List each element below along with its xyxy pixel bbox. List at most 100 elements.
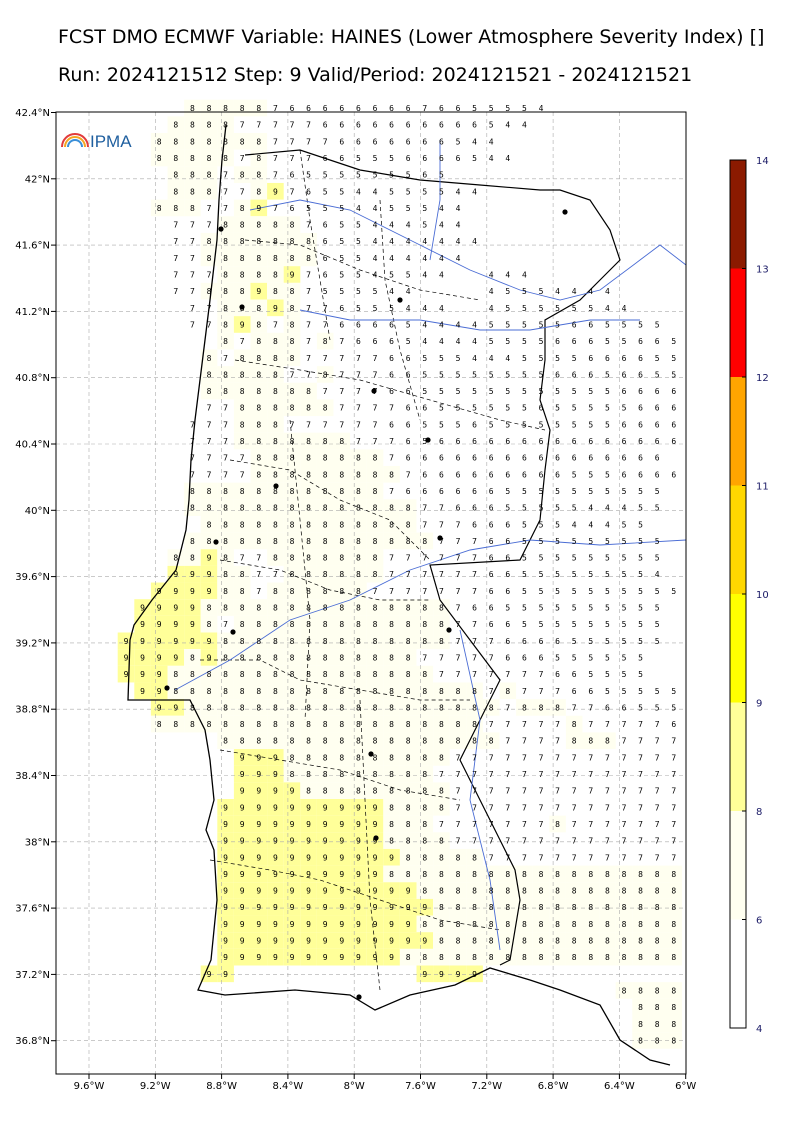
grid-value: 7 [472, 753, 477, 762]
shade-cell [599, 948, 616, 966]
grid-value: 8 [539, 870, 544, 879]
grid-value: 9 [223, 920, 228, 929]
grid-value: 8 [472, 937, 477, 946]
grid-value: 5 [356, 287, 361, 296]
grid-value: 9 [290, 920, 295, 929]
grid-value: 7 [306, 354, 311, 363]
shade-cell [250, 133, 268, 150]
grid-value: 5 [306, 171, 311, 180]
grid-value: 8 [555, 920, 560, 929]
grid-value: 5 [605, 537, 610, 546]
grid-value: 8 [306, 487, 311, 496]
grid-value: 9 [240, 803, 245, 812]
grid-value: 5 [622, 604, 627, 613]
grid-value: 9 [240, 837, 245, 846]
grid-value: 7 [522, 670, 527, 679]
grid-value: 8 [373, 554, 378, 563]
grid-value: 9 [157, 587, 162, 596]
shade-cell [333, 615, 351, 633]
grid-value: 7 [223, 204, 228, 213]
grid-value: 8 [290, 637, 295, 646]
grid-value: 7 [323, 137, 328, 146]
grid-value: 8 [207, 720, 212, 729]
grid-value: 8 [339, 470, 344, 479]
grid-value: 8 [173, 687, 178, 696]
shade-cell [466, 948, 483, 966]
grid-value: 8 [406, 604, 411, 613]
grid-value: 8 [605, 937, 610, 946]
grid-value: 8 [638, 903, 643, 912]
grid-value: 6 [655, 454, 660, 463]
shade-cell [582, 882, 600, 899]
grid-value: 8 [306, 237, 311, 246]
grid-value: 8 [522, 703, 527, 712]
grid-value: 8 [572, 887, 577, 896]
grid-value: 8 [207, 537, 212, 546]
grid-value: 9 [240, 920, 245, 929]
grid-value: 4 [406, 221, 411, 230]
grid-value: 8 [439, 703, 444, 712]
grid-value: 5 [655, 604, 660, 613]
grid-value: 6 [406, 454, 411, 463]
grid-value: 8 [389, 470, 394, 479]
shade-cell [350, 532, 367, 550]
grid-value: 9 [273, 803, 278, 812]
shade-cell [200, 499, 218, 516]
grid-value: 8 [240, 304, 245, 313]
shade-cell [615, 898, 633, 916]
grid-value: 8 [290, 620, 295, 629]
shade-cell [267, 615, 284, 633]
grid-value: 7 [406, 470, 411, 479]
grid-value: 7 [655, 853, 660, 862]
grid-value: 6 [439, 137, 444, 146]
grid-value: 7 [356, 354, 361, 363]
grid-value: 7 [422, 520, 427, 529]
grid-value: 8 [472, 953, 477, 962]
shade-cell [333, 915, 351, 933]
grid-value: 4 [456, 320, 461, 329]
grid-value: 7 [605, 803, 610, 812]
grid-value: 8 [207, 387, 212, 396]
grid-value: 9 [240, 787, 245, 796]
grid-value: 8 [472, 720, 477, 729]
grid-value: 8 [456, 920, 461, 929]
shade-cell [217, 266, 234, 283]
shade-cell [433, 749, 450, 766]
shade-cell [399, 898, 417, 916]
grid-value: 7 [522, 720, 527, 729]
grid-value: 8 [373, 504, 378, 513]
grid-value: 8 [173, 720, 178, 729]
shade-cell [350, 932, 367, 949]
grid-value: 7 [638, 787, 643, 796]
grid-value: 5 [638, 487, 643, 496]
shade-cell [333, 599, 351, 616]
grid-value: 7 [290, 121, 295, 130]
shade-cell [316, 882, 334, 899]
grid-value: 7 [207, 204, 212, 213]
grid-value: 9 [422, 970, 427, 979]
grid-value: 8 [256, 271, 261, 280]
grid-value: 5 [655, 703, 660, 712]
grid-value: 8 [207, 254, 212, 263]
grid-value: 9 [373, 853, 378, 862]
grid-value: 5 [622, 520, 627, 529]
grid-value: 8 [373, 787, 378, 796]
grid-value: 9 [356, 820, 361, 829]
grid-value: 5 [539, 287, 544, 296]
haines-shaded-cells [117, 99, 683, 1049]
shade-cell [217, 133, 234, 150]
grid-value: 9 [339, 920, 344, 929]
shade-cell [184, 532, 201, 550]
shade-cell [333, 732, 351, 750]
grid-value: 9 [223, 970, 228, 979]
grid-value: 9 [240, 870, 245, 879]
grid-value: 9 [256, 820, 261, 829]
grid-value: 7 [306, 221, 311, 230]
grid-value: 4 [588, 520, 593, 529]
shade-cell [316, 532, 334, 550]
grid-value: 8 [223, 637, 228, 646]
grid-value: 9 [306, 870, 311, 879]
grid-value: 9 [339, 853, 344, 862]
shade-cell [300, 865, 317, 883]
grid-value: 9 [290, 937, 295, 946]
